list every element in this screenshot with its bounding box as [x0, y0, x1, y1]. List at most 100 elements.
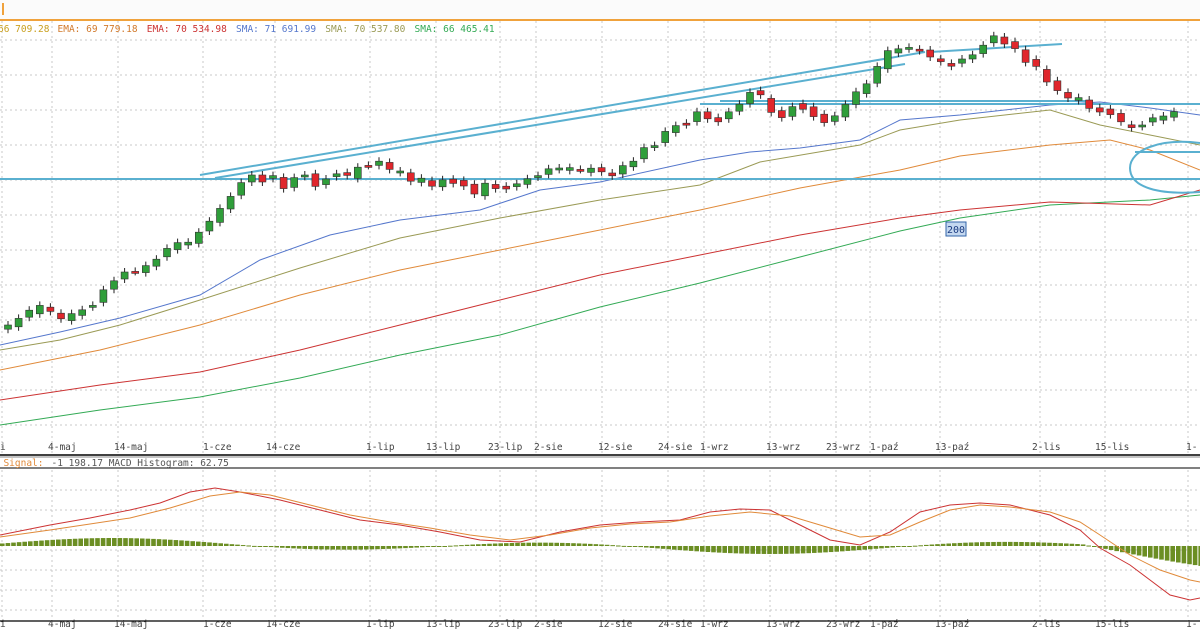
candle[interactable] [364, 161, 373, 170]
candle[interactable] [152, 255, 161, 271]
trendline[interactable] [214, 63, 906, 179]
candle[interactable] [640, 143, 648, 163]
trendline[interactable] [199, 51, 926, 176]
candle[interactable] [142, 261, 150, 277]
candle[interactable] [534, 171, 542, 181]
candle[interactable] [428, 176, 436, 191]
candle[interactable] [576, 165, 585, 174]
candle[interactable] [1011, 37, 1019, 53]
candle[interactable] [78, 305, 86, 320]
candle[interactable] [4, 321, 12, 334]
candle[interactable] [269, 171, 277, 183]
candle[interactable] [883, 46, 892, 73]
annotation-200[interactable]: 200 [945, 221, 967, 237]
candle[interactable] [35, 301, 44, 318]
candle[interactable] [353, 163, 362, 183]
candle[interactable] [756, 86, 765, 99]
candle[interactable] [25, 306, 34, 322]
candle[interactable] [799, 99, 807, 114]
candle[interactable] [67, 309, 76, 325]
candle[interactable] [820, 110, 829, 127]
candle[interactable] [163, 244, 171, 261]
candle[interactable] [661, 127, 670, 147]
candle[interactable] [1127, 120, 1136, 132]
candle[interactable] [131, 267, 139, 276]
candle[interactable] [1043, 65, 1051, 86]
candle[interactable] [894, 44, 903, 57]
candle[interactable] [852, 87, 860, 109]
candle[interactable] [248, 171, 256, 186]
candle[interactable] [862, 79, 871, 98]
candle[interactable] [968, 50, 977, 63]
candle[interactable] [841, 100, 850, 121]
candle[interactable] [735, 100, 744, 116]
candle[interactable] [767, 94, 776, 117]
candle[interactable] [915, 45, 924, 55]
candle[interactable] [693, 107, 701, 126]
candle[interactable] [1106, 105, 1115, 119]
candle[interactable] [470, 180, 479, 198]
candle[interactable] [512, 179, 521, 191]
candle[interactable] [300, 171, 309, 181]
candle[interactable] [57, 309, 65, 323]
candle[interactable] [830, 111, 839, 126]
candle[interactable] [120, 268, 129, 283]
candle[interactable] [777, 106, 786, 122]
candle[interactable] [14, 314, 23, 331]
candle[interactable] [290, 173, 299, 192]
candle[interactable] [979, 41, 988, 58]
candle[interactable] [46, 303, 55, 316]
candle[interactable] [1064, 88, 1072, 102]
candle[interactable] [936, 54, 945, 66]
candle[interactable] [1149, 113, 1157, 126]
candle[interactable] [99, 285, 108, 307]
candle[interactable] [618, 161, 627, 178]
candle[interactable] [714, 113, 723, 126]
candle[interactable] [1159, 112, 1168, 125]
candle[interactable] [205, 217, 214, 235]
stock-chart[interactable]: 200 66 709.28 EMA: 69 779.18 EMA: 70 534.98… [0, 20, 1200, 630]
candle[interactable] [417, 174, 426, 187]
candle[interactable] [438, 175, 447, 191]
candle[interactable] [1074, 93, 1083, 105]
candle[interactable] [322, 175, 330, 189]
candle[interactable] [449, 175, 458, 188]
candle[interactable] [926, 46, 935, 61]
candle[interactable] [184, 238, 192, 249]
candle[interactable] [682, 119, 691, 129]
candle[interactable] [703, 107, 712, 123]
candle[interactable] [809, 102, 818, 121]
candle[interactable] [1021, 45, 1030, 67]
candle[interactable] [555, 164, 564, 174]
candle[interactable] [1032, 55, 1040, 71]
candle[interactable] [650, 141, 659, 151]
candle[interactable] [989, 31, 998, 47]
candle[interactable] [597, 163, 606, 176]
candle[interactable] [237, 178, 245, 200]
candle[interactable] [1138, 121, 1146, 131]
candle[interactable] [1053, 76, 1062, 95]
trendlines[interactable] [0, 43, 1200, 194]
candle[interactable] [905, 43, 913, 53]
candle[interactable] [459, 176, 468, 190]
candle[interactable] [491, 180, 500, 193]
candle[interactable] [332, 169, 341, 181]
candle[interactable] [279, 173, 288, 193]
candle[interactable] [608, 169, 617, 180]
candle[interactable] [587, 164, 595, 177]
candle[interactable] [958, 55, 966, 68]
trendline[interactable] [929, 43, 1063, 53]
candle[interactable] [216, 204, 224, 227]
candle[interactable] [110, 276, 118, 294]
candle[interactable] [746, 88, 754, 108]
candle[interactable] [343, 168, 352, 180]
candle[interactable] [481, 179, 489, 200]
candle[interactable] [258, 171, 267, 186]
candle[interactable] [724, 107, 733, 123]
candle[interactable] [173, 238, 182, 254]
ellipse-drawing[interactable] [1128, 140, 1200, 194]
candle[interactable] [671, 121, 680, 137]
candle[interactable] [396, 167, 405, 177]
candle[interactable] [311, 169, 320, 191]
candle[interactable] [406, 168, 415, 186]
